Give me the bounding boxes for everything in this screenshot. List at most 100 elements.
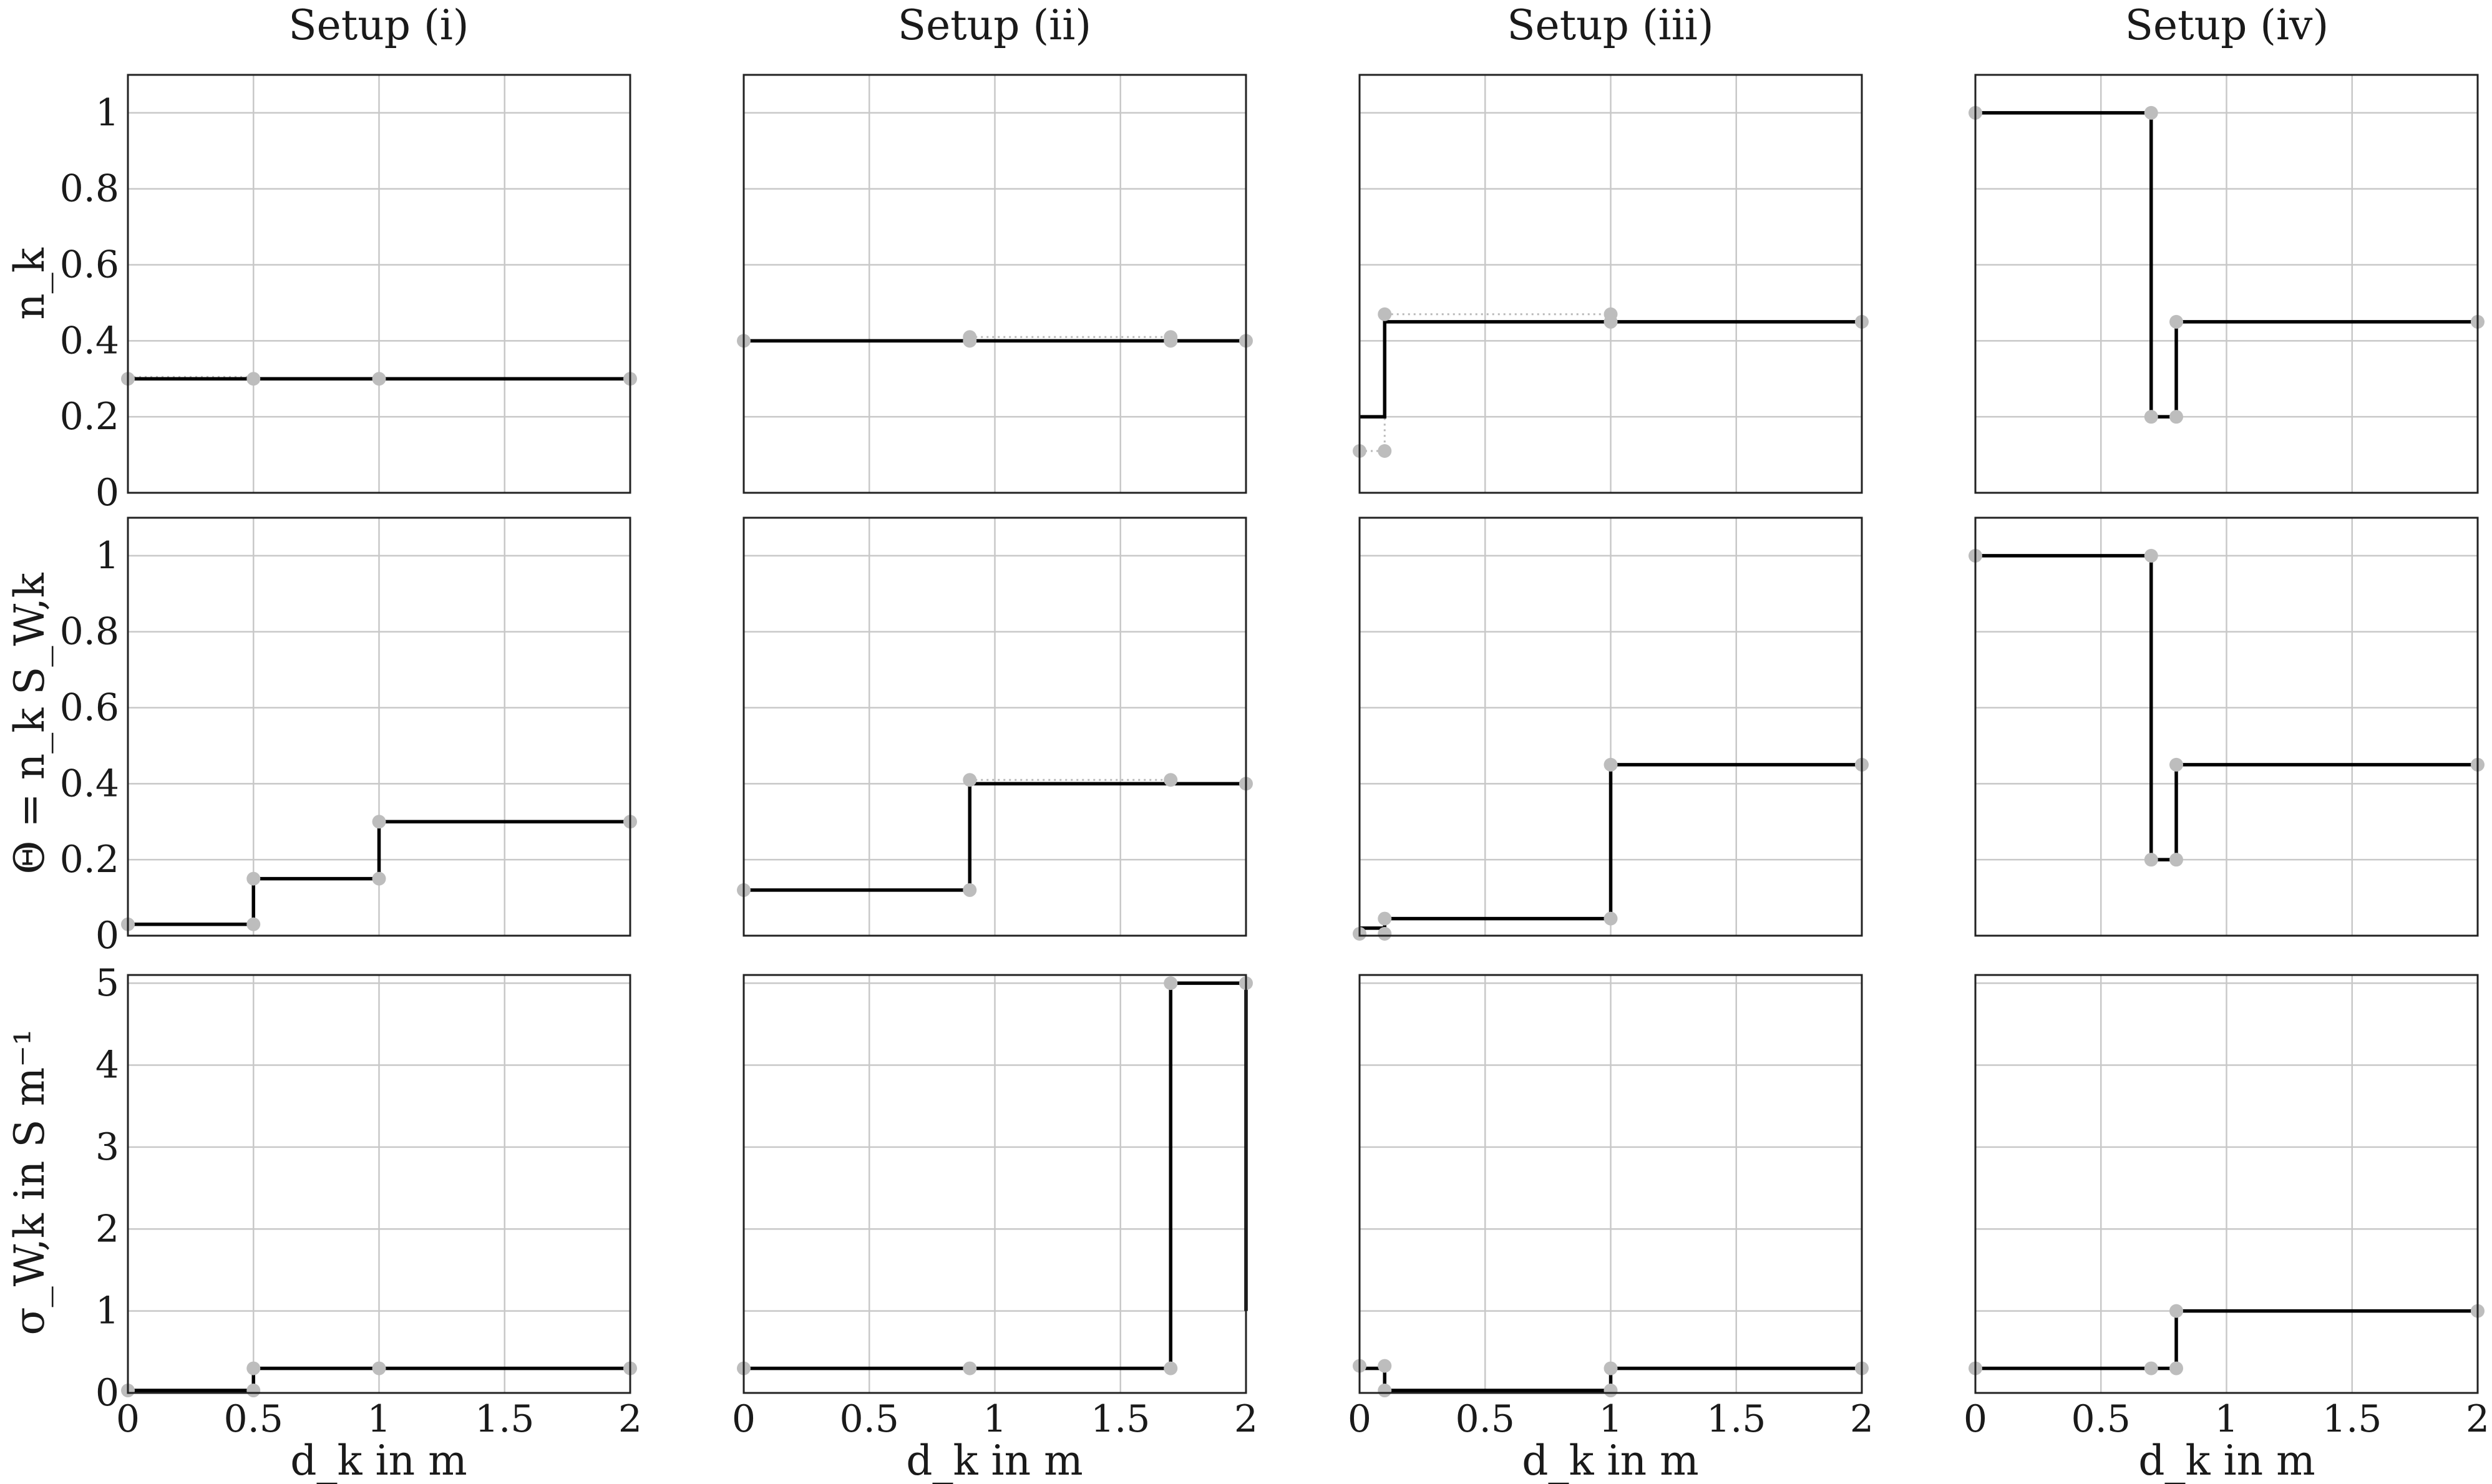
data-point <box>1164 773 1178 787</box>
x-tick-label: 0.5 <box>1456 1397 1515 1441</box>
data-point <box>1164 334 1178 348</box>
data-point <box>2169 314 2183 329</box>
step-line <box>1975 111 2478 419</box>
data-point <box>1604 757 1618 772</box>
column-titles: Setup (i) Setup (ii) Setup (iii) Setup (… <box>288 1 2329 49</box>
x-tick-label: 1.5 <box>1706 1397 1766 1441</box>
data-point <box>1604 1361 1618 1375</box>
data-point <box>1378 1359 1392 1373</box>
row-3-ylabel: σ_W,k in S m⁻¹ <box>6 1029 54 1336</box>
x-tick-label: 0 <box>1348 1397 1371 1441</box>
y-tick-label: 0 <box>95 471 119 515</box>
y-tick-label: 0.2 <box>60 838 119 881</box>
column-title-2: Setup (ii) <box>898 1 1091 49</box>
data-point <box>1164 976 1178 991</box>
x-tick-label: 0.5 <box>840 1397 899 1441</box>
x-tick-label: 1.5 <box>475 1397 534 1441</box>
plot-frame <box>127 74 631 494</box>
data-point <box>2144 410 2158 424</box>
x-tick-label: 1 <box>367 1397 391 1441</box>
step-line <box>1360 320 1862 419</box>
row-2-ylabel: Θ = n_k S_W,k <box>6 572 54 874</box>
data-point <box>372 871 386 886</box>
step-line <box>128 1366 630 1392</box>
data-point <box>1378 444 1392 458</box>
data-point <box>2169 853 2183 867</box>
data-point <box>963 883 977 897</box>
y-tick-label: 0.4 <box>60 762 119 805</box>
plot-frame <box>1974 74 2479 494</box>
x-tick-label: 1.5 <box>2322 1397 2382 1441</box>
data-point <box>1378 911 1392 926</box>
column-title-4: Setup (iv) <box>2125 1 2329 49</box>
plot-frame <box>1358 516 1863 937</box>
x-tick-label: 0.5 <box>2071 1397 2131 1441</box>
data-point <box>246 1361 261 1375</box>
y-tick-label: 4 <box>95 1044 119 1087</box>
column-title-3: Setup (iii) <box>1507 1 1713 49</box>
x-tick-label: 2 <box>1234 1397 1258 1441</box>
step-line <box>744 782 1246 892</box>
data-point <box>246 917 261 931</box>
panel-r3-c4: 0 0.5 1 1.5 2 <box>1964 974 2490 1441</box>
y-tick-label: 0.6 <box>60 686 119 730</box>
data-point <box>2169 757 2183 772</box>
panel-r2-c3 <box>1353 516 1869 941</box>
column-1-xlabel: d_k in m <box>290 1437 467 1484</box>
y-tick-label: 1 <box>95 534 119 578</box>
column-title-1: Setup (i) <box>288 1 469 49</box>
plot-frame <box>127 516 631 937</box>
step-line <box>1975 554 2478 861</box>
y-tick-label: 0 <box>95 1371 119 1415</box>
data-point <box>2169 1361 2183 1375</box>
data-point <box>2144 548 2158 563</box>
panel-r1-c3 <box>1353 74 1869 494</box>
reference-line <box>1360 313 1611 452</box>
panel-r2-c2 <box>737 516 1253 937</box>
plot-frame <box>742 974 1247 1394</box>
panel-r2-c4 <box>1969 516 2485 937</box>
x-tick-label: 0.5 <box>224 1397 283 1441</box>
y-tick-label: 1 <box>95 1289 119 1333</box>
column-4-xlabel: d_k in m <box>2138 1437 2315 1484</box>
y-tick-label: 0.8 <box>60 167 119 211</box>
x-tick-label: 1 <box>983 1397 1006 1441</box>
y-tick-label: 3 <box>95 1125 119 1169</box>
y-tick-label: 1 <box>95 91 119 135</box>
data-point <box>1378 1384 1392 1398</box>
y-tick-label: 0.4 <box>60 319 119 362</box>
data-point <box>1604 911 1618 926</box>
panel-r1-c1: 0 0.2 0.4 0.6 0.8 1 <box>60 74 637 515</box>
column-2-xlabel: d_k in m <box>906 1437 1083 1484</box>
x-tick-label: 2 <box>1850 1397 1874 1441</box>
x-tick-label: 2 <box>2466 1397 2490 1441</box>
data-point <box>963 1361 977 1375</box>
y-tick-label: 2 <box>95 1207 119 1251</box>
panel-r3-c2: 0 0.5 1 1.5 2 <box>732 974 1258 1441</box>
plot-frame <box>1974 516 2479 937</box>
data-point <box>372 815 386 829</box>
data-point <box>963 773 977 787</box>
panel-r3-c3: 0 0.5 1 1.5 2 <box>1348 974 1874 1441</box>
plot-frame <box>742 516 1247 937</box>
data-point <box>372 1361 386 1375</box>
y-tick-label: 0 <box>95 914 119 958</box>
x-tick-label: 1 <box>1599 1397 1622 1441</box>
x-tick-label: 2 <box>618 1397 642 1441</box>
plot-frame <box>1358 74 1863 494</box>
y-tick-label: 5 <box>95 961 119 1005</box>
plot-frame <box>1358 974 1863 1394</box>
x-tick-label: 1 <box>2214 1397 2238 1441</box>
panel-r3-c1: 0 1 2 3 4 5 0 0.5 1 1.5 2 <box>95 961 642 1441</box>
panel-r1-c4 <box>1969 74 2485 494</box>
plot-frame <box>742 74 1247 494</box>
step-line <box>128 820 630 926</box>
data-point <box>246 1384 261 1398</box>
x-tick-label: 1.5 <box>1091 1397 1150 1441</box>
data-point <box>1378 926 1392 941</box>
data-point <box>1604 314 1618 329</box>
data-point <box>963 334 977 348</box>
plot-frame <box>1974 974 2479 1394</box>
data-point <box>1164 1361 1178 1375</box>
